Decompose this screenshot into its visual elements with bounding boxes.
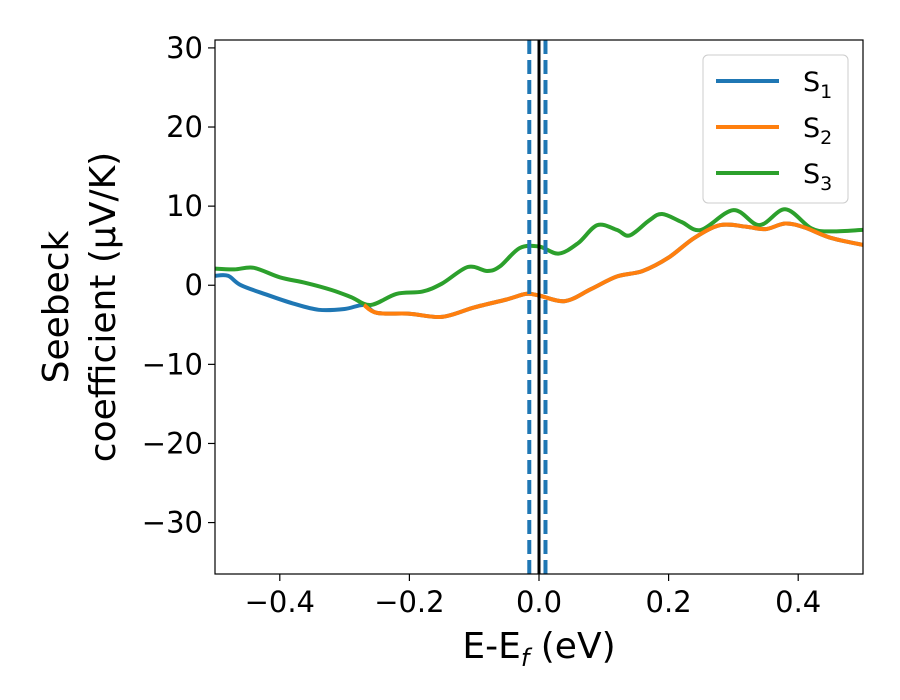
legend-label-main: S — [803, 159, 820, 190]
y-tick-label: −10 — [142, 347, 203, 381]
legend-label-sub: 1 — [820, 81, 832, 103]
x-axis-title-main: E-E — [462, 626, 520, 667]
legend-label-main: S — [803, 67, 820, 98]
legend-label-sub: 3 — [820, 173, 832, 195]
legend-label-s3: S3 — [803, 159, 832, 195]
x-tick-label: −0.4 — [245, 585, 315, 619]
y-tick-label: −30 — [142, 506, 203, 540]
x-axis-title: E-Ef (eV) — [462, 626, 615, 672]
y-tick-label: 0 — [185, 268, 203, 302]
y-tick-label: 10 — [166, 189, 203, 223]
series-line-s2 — [362, 221, 863, 320]
x-tick-label: −0.2 — [374, 585, 444, 619]
y-axis-title-line1: Seebeck — [36, 230, 77, 383]
x-tick-label: 0.4 — [775, 585, 821, 619]
legend-label-s1: S1 — [803, 67, 832, 103]
axis-ticks: −0.4 −0.2 0.0 0.2 0.4 −30 −20 −10 0 10 20 30 — [142, 31, 821, 619]
legend-label-main: S — [803, 113, 820, 144]
legend-label-sub: 2 — [820, 127, 832, 149]
y-tick-label: −20 — [142, 426, 203, 460]
y-tick-label: 30 — [166, 31, 203, 65]
x-tick-label: 0.2 — [646, 585, 692, 619]
x-axis-title-tail: (eV) — [529, 626, 615, 667]
y-axis-title-line2: coefficient (μV/K) — [83, 152, 124, 462]
y-tick-label: 20 — [166, 110, 203, 144]
legend-label-s2: S2 — [803, 113, 832, 149]
reference-lines — [527, 40, 548, 574]
x-tick-label: 0.0 — [516, 585, 562, 619]
